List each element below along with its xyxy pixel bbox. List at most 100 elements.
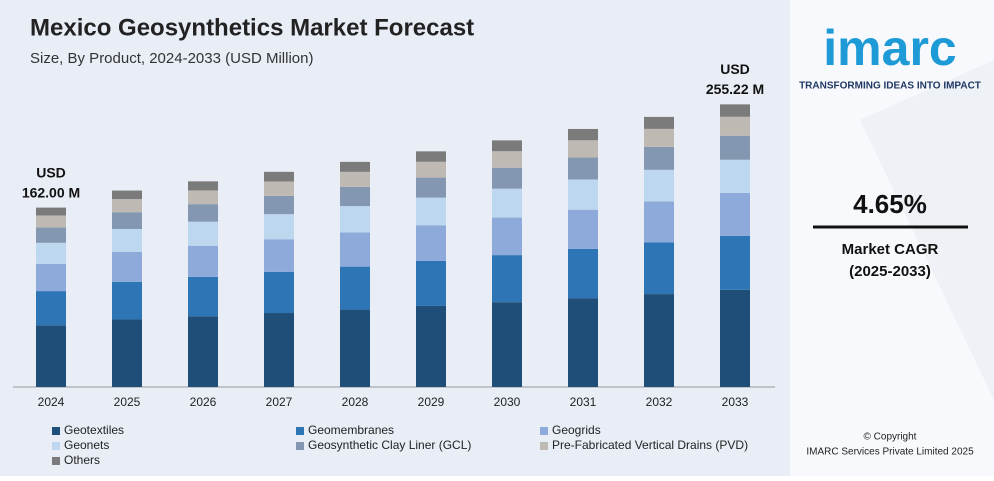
bar-segment [644,128,674,147]
bar-segment [36,207,66,216]
x-tick-label: 2028 [342,395,369,409]
bar-segment [416,151,446,162]
bar-segment [188,245,218,277]
bar-segment [492,217,522,256]
bar-segment [36,325,66,387]
legend-swatch [296,427,304,435]
bar-segment [264,239,294,272]
sidebar-decoration [860,60,994,400]
bar-segment [188,181,218,191]
legend-label: Geotextiles [64,423,124,437]
bar-segment [264,313,294,387]
logo: imarc [823,20,956,76]
bar-segment [720,235,750,290]
bar-segment [416,305,446,387]
bar-segment [492,255,522,303]
bar-segment [416,225,446,261]
cagr-period: (2025-2033) [849,263,931,280]
bar-segment [416,260,446,306]
bar-segment [36,242,66,264]
cagr-value: 4.65% [853,189,927,219]
bar-segment [644,294,674,387]
legend-swatch [540,427,548,435]
tagline: TRANSFORMING IDEAS INTO IMPACT [799,81,981,92]
legend-swatch [296,442,304,450]
bar-segment [568,128,598,141]
bar-segment [264,195,294,215]
x-tick-label: 2029 [418,395,445,409]
bar-segment [188,276,218,317]
bar-segment [720,104,750,117]
chart-title: Mexico Geosynthetics Market Forecast [30,14,474,41]
bar-segment [340,232,370,267]
total-label: 255.22 M [706,81,764,97]
bar-segment [340,161,370,172]
bar-segment [340,186,370,207]
bar-segment [112,212,142,229]
x-tick-label: 2026 [190,395,217,409]
bar-segment [492,140,522,152]
legend-label: Pre-Fabricated Vertical Drains (PVD) [552,438,748,452]
x-tick-label: 2031 [570,395,597,409]
x-tick-label: 2032 [646,395,673,409]
bar-segment [492,302,522,387]
bar-segment [188,316,218,387]
bar-segment [36,227,66,243]
legend-label: Geogrids [552,423,601,437]
bar-segment [568,209,598,249]
bar-segment [340,309,370,387]
bar-segment [264,214,294,240]
x-tick-label: 2033 [722,395,749,409]
bar-segment [188,204,218,222]
bar-segment [188,190,218,205]
legend-swatch [52,457,60,465]
bar-segment [112,319,142,387]
bar-segment [568,157,598,180]
bar-segment [568,248,598,299]
total-label: USD [36,164,66,180]
bar-segment [644,169,674,202]
chart-subtitle: Size, By Product, 2024-2033 (USD Million… [30,50,313,67]
bar-segment [644,242,674,295]
x-tick-label: 2025 [114,395,141,409]
bar-segment [492,167,522,189]
bar-segment [112,252,142,282]
total-label: USD [720,61,750,77]
bar-segment [720,159,750,193]
bar-segment [340,171,370,187]
bar-segment [36,215,66,228]
x-tick-label: 2030 [494,395,521,409]
bar-segment [112,281,142,320]
bar-segment [36,263,66,292]
legend-label: Geonets [64,438,109,452]
bar-segment [264,171,294,182]
x-tick-label: 2027 [266,395,293,409]
bar-segment [720,289,750,387]
bar-segment [492,151,522,168]
bar-segment [112,190,142,200]
bar-segment [492,188,522,218]
bar-segment [568,298,598,387]
bar-segment [720,135,750,160]
bar-segment [720,192,750,236]
cagr-label: Market CAGR [842,241,939,258]
legend-label: Others [64,453,100,467]
bar-segment [264,181,294,196]
legend-label: Geomembranes [308,423,394,437]
company: IMARC Services Private Limited 2025 [806,447,974,458]
bar-segment [644,146,674,170]
bar-segment [416,161,446,178]
x-tick-label: 2024 [38,395,65,409]
legend-swatch [540,442,548,450]
legend-swatch [52,427,60,435]
bar-segment [568,179,598,210]
legend-swatch [52,442,60,450]
bar-segment [264,271,294,314]
bar-segment [36,291,66,326]
bar-segment [112,199,142,213]
bar-segment [644,201,674,243]
copyright: © Copyright [864,432,917,443]
bar-segment [416,177,446,198]
